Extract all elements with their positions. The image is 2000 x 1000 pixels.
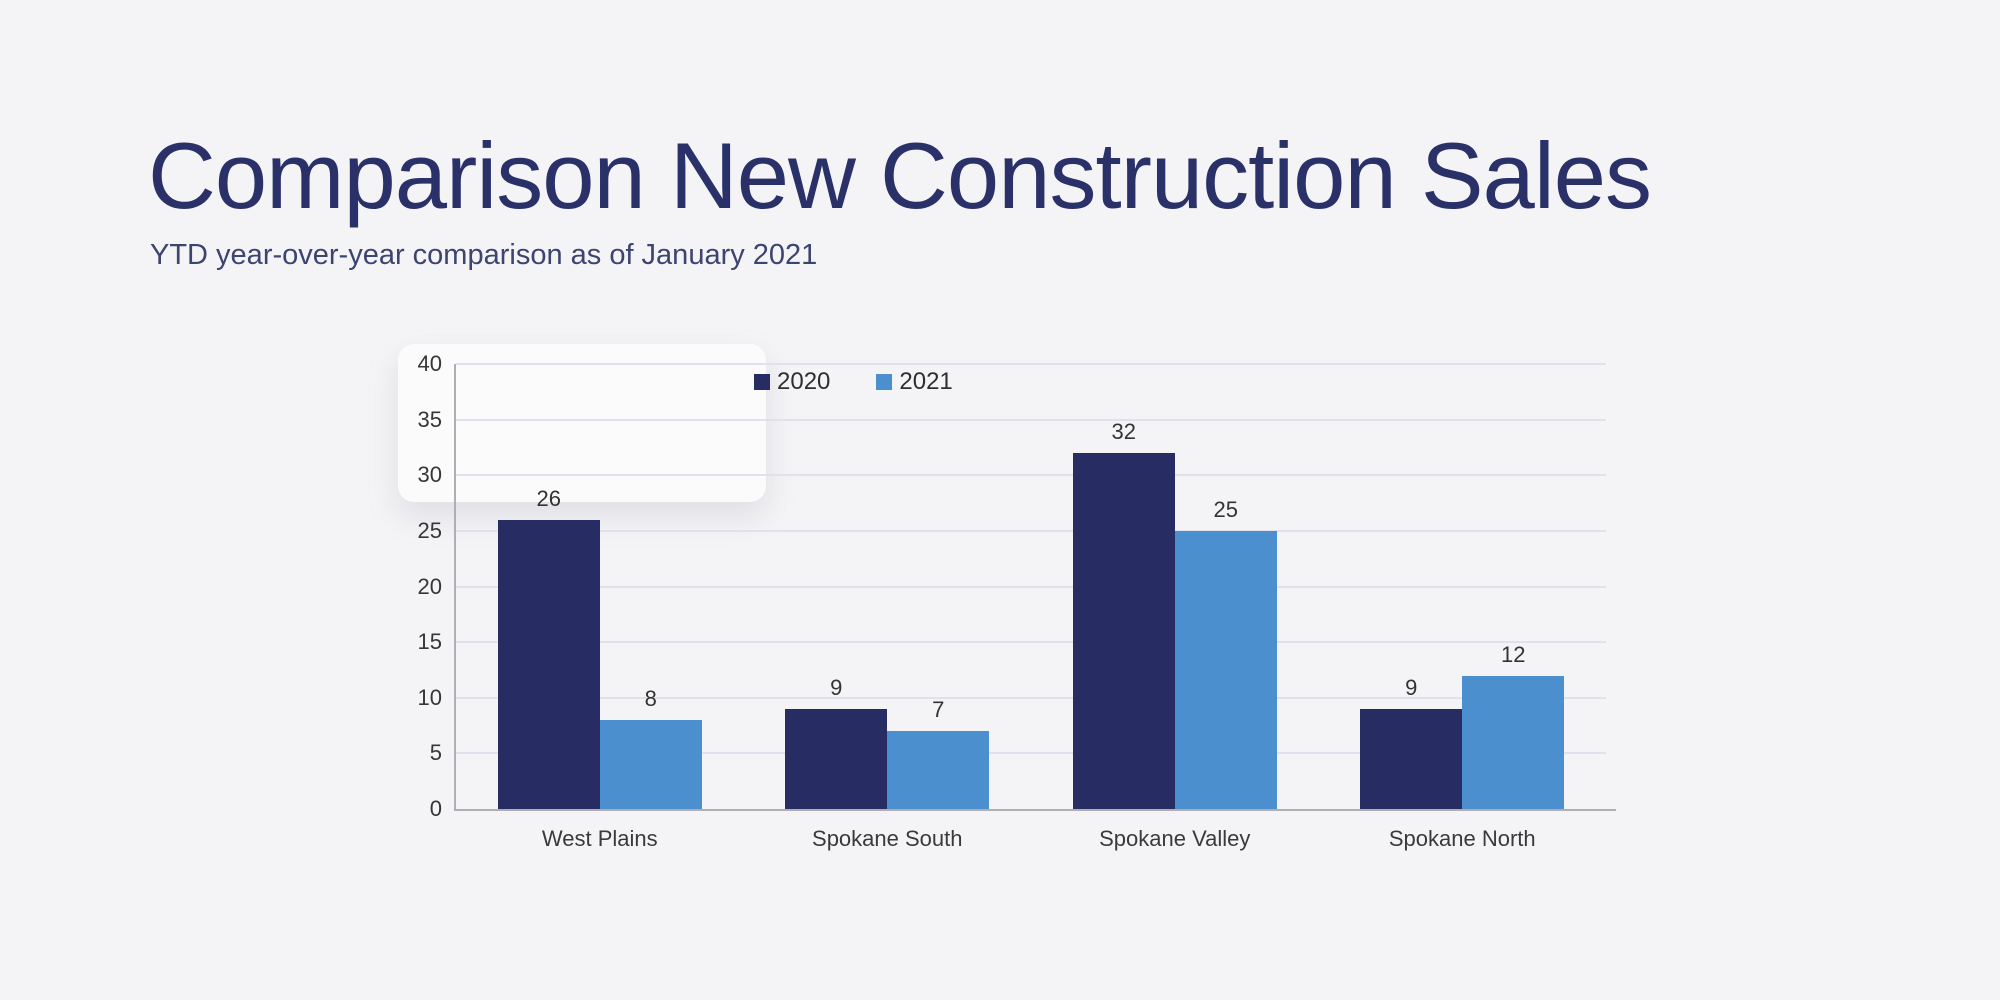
gridline-y-10	[456, 696, 1606, 699]
legend-label-2020: 2020	[777, 368, 831, 395]
gridline-y-25	[456, 529, 1606, 532]
legend-item-2021: 2021	[876, 368, 953, 396]
chart-legend: 2020 2021	[754, 368, 953, 396]
bar-value-2020-spokane-south: 9	[830, 674, 843, 700]
bar-value-2020-west-plains: 26	[536, 485, 561, 511]
y-tick-label-30: 30	[417, 462, 442, 488]
y-tick-label-5: 5	[429, 740, 442, 766]
page-subtitle: YTD year-over-year comparison as of Janu…	[150, 239, 818, 271]
legend-swatch-2021	[876, 374, 893, 390]
x-category-label-spokane-north: Spokane North	[1388, 826, 1536, 851]
gridline-y-5	[456, 752, 1606, 755]
x-category-label-spokane-valley: Spokane Valley	[1099, 826, 1251, 851]
bar-2021-west-plains	[599, 720, 702, 809]
bar-2020-west-plains	[497, 519, 600, 809]
page-title: Comparison New Construction Sales	[148, 123, 1652, 228]
y-tick-label-25: 25	[417, 517, 442, 543]
y-tick-label-0: 0	[429, 796, 442, 821]
bar-2020-spokane-north	[1360, 708, 1463, 809]
bar-2020-spokane-valley	[1072, 453, 1175, 809]
bar-value-2020-spokane-valley: 32	[1111, 419, 1136, 444]
y-tick-label-20: 20	[417, 573, 442, 599]
bar-value-2021-west-plains: 8	[644, 686, 657, 711]
y-tick-label-35: 35	[417, 406, 442, 432]
gridline-y-35	[456, 418, 1606, 421]
bar-2021-spokane-north	[1462, 675, 1565, 809]
gridline-y-20	[456, 585, 1606, 588]
legend-item-2020: 2020	[754, 368, 830, 396]
bar-2021-spokane-valley	[1174, 530, 1277, 809]
y-tick-label-40: 40	[417, 351, 442, 376]
bar-value-2021-spokane-north: 12	[1501, 641, 1526, 667]
bar-chart: 2020 2021 0 5 10 15 20 25 30 35 40 26 8 West Plains 9…	[418, 351, 1616, 851]
bar-2021-spokane-south	[887, 731, 990, 809]
bar-value-2020-spokane-north: 9	[1405, 674, 1418, 700]
bar-value-2021-spokane-valley: 25	[1213, 496, 1238, 522]
legend-swatch-2020	[754, 374, 770, 390]
y-tick-label-15: 15	[417, 629, 442, 655]
bar-value-2021-spokane-south: 7	[932, 697, 945, 723]
y-axis-line	[454, 364, 456, 809]
x-category-label-spokane-south: Spokane South	[812, 826, 963, 851]
gridline-y-15	[456, 641, 1606, 644]
gridline-y-40	[456, 363, 1606, 365]
x-category-label-west-plains: West Plains	[541, 826, 658, 851]
x-axis-line	[454, 809, 1616, 811]
legend-label-2021: 2021	[899, 368, 953, 395]
y-tick-label-10: 10	[417, 684, 442, 710]
gridline-y-30	[456, 474, 1606, 477]
bar-2020-spokane-south	[785, 708, 888, 809]
